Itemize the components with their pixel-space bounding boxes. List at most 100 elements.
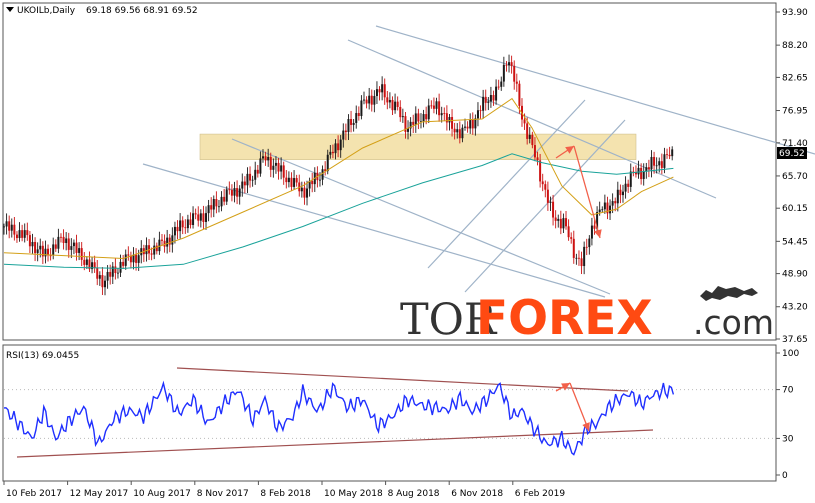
price-arrow-up [555,145,575,159]
candle-body [342,130,345,140]
candle [15,231,18,243]
rsi-panel-frame [2,344,777,482]
candle-body [116,272,119,274]
candle-body [26,230,29,236]
candle-body [474,118,477,129]
candle-body [554,217,557,221]
candle-body [363,99,366,101]
candle [207,199,210,222]
candle [290,172,293,192]
candle-body [606,202,609,214]
candle [609,199,612,221]
candle-body [637,167,640,175]
candle-body [666,154,669,156]
candle-body [531,134,534,146]
candle [634,165,637,178]
candle [215,191,218,214]
candle [580,251,583,275]
candle [531,131,534,149]
candle [285,170,288,189]
candle-body [217,206,220,208]
candle-body [583,246,586,267]
candle-body [238,188,241,197]
candle-body [505,64,508,66]
candle-body [155,245,158,252]
candle [230,184,233,202]
candle-body [461,127,464,139]
candle-body [293,178,296,187]
price-tick-label: 54.45 [782,237,808,247]
candle-body [609,205,612,214]
candle-body [432,105,435,109]
candle-body [47,248,50,256]
candle [482,89,485,119]
trendlines [142,25,815,298]
candle [668,146,671,160]
candle [567,219,570,241]
candle-body [326,154,329,172]
candle-body [36,249,39,254]
candle [510,55,513,74]
candle-body [624,183,627,192]
candle [116,268,119,279]
candle-body [567,226,570,238]
price-tick-label: 37.65 [782,335,808,345]
candle [505,61,508,72]
candle-body [21,230,24,238]
candle-body [357,113,360,117]
candle [78,242,81,261]
candle-body [109,271,112,277]
candle [671,146,674,161]
candle [552,194,555,226]
candle-body [44,248,47,257]
trendline-3 [142,163,606,298]
rsi-y-axis: 100 70 30 0 [776,349,799,481]
candle [443,107,446,122]
candle-body [57,236,60,249]
candle-body [210,205,213,210]
candle-body [492,95,495,101]
candle [65,232,68,251]
rsi-tick-label: 70 [782,386,794,396]
candle-body [62,236,65,243]
candle [241,173,244,197]
candle-body [409,121,412,129]
time-tick-label: 8 Aug 2018 [388,489,440,499]
candle-body [647,167,650,170]
time-tick-label: 8 Feb 2018 [260,489,311,499]
candle-body [212,199,215,210]
candle [36,242,39,262]
logo-text-com: .com [693,303,774,342]
candle-body [41,245,44,257]
candle [378,86,381,101]
candle-body [334,143,337,154]
candle-body [72,242,75,247]
candle-body [137,255,140,263]
candle-body [430,105,433,107]
price-arrow-up-head [565,146,574,154]
candle-body [515,81,518,84]
candle-body [163,240,166,247]
time-tick-label: 12 May 2017 [70,489,129,499]
candle-body [458,129,461,139]
candle-body [391,99,394,111]
candle-body [246,173,249,186]
candle [135,248,138,271]
candle [572,230,575,264]
candle [98,271,101,286]
candle [70,238,73,259]
candle [176,220,179,240]
candle [624,176,627,199]
candle [588,235,591,255]
candle-body [627,183,630,187]
logo-text-tor: TOR [400,295,498,345]
candle [451,109,454,137]
candle [18,222,21,242]
candle-body [339,139,342,151]
price-tick-label: 88.20 [782,41,808,51]
candle-body [101,275,104,288]
candle-body [70,246,73,250]
candle [111,262,114,284]
candle-body [93,262,96,268]
candle [160,234,163,246]
